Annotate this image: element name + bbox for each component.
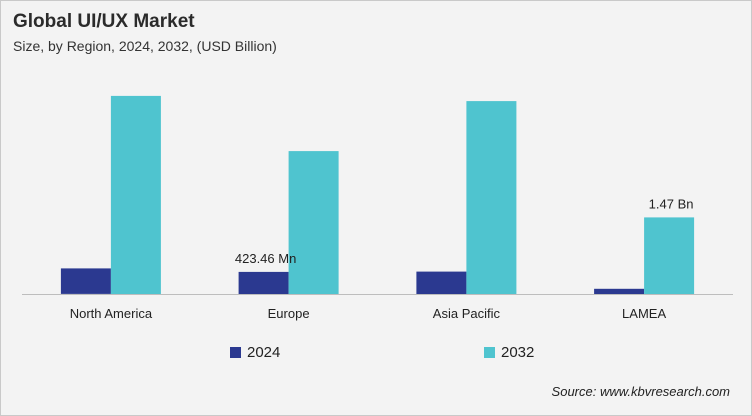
legend-label-2032: 2032 <box>501 344 535 361</box>
legend-item-2024: 2024 <box>230 344 280 361</box>
data-label-1-47-bn: 1.47 Bn <box>649 196 694 211</box>
legend-swatch-2024 <box>230 347 241 358</box>
chart-subtitle: Size, by Region, 2024, 2032, (USD Billio… <box>13 38 277 54</box>
x-tick-label-europe: Europe <box>268 306 310 321</box>
bar-2024-europe <box>238 271 289 294</box>
bar-2032-lamea <box>644 217 695 294</box>
x-tick-label-lamea: LAMEA <box>622 306 666 321</box>
bar-2024-north-america <box>60 268 111 294</box>
x-tick-label-north-america: North America <box>70 306 153 321</box>
bar-2032-europe <box>288 151 339 294</box>
bar-2024-lamea <box>594 288 645 294</box>
bar-2032-north-america <box>110 95 161 295</box>
source-note: Source: www.kbvresearch.com <box>551 384 730 399</box>
legend-swatch-2032 <box>484 347 495 358</box>
legend: 2024 2032 <box>0 344 752 366</box>
bar-2024-asia-pacific <box>416 271 467 294</box>
bars-group <box>60 95 695 295</box>
data-label-423-46-mn: 423.46 Mn <box>235 251 296 266</box>
x-tick-label-asia-pacific: Asia Pacific <box>433 306 501 321</box>
chart-title: Global UI/UX Market <box>13 11 195 32</box>
legend-label-2024: 2024 <box>247 344 281 361</box>
legend-item-2032: 2032 <box>484 344 534 361</box>
data-labels: 423.46 Mn 1.47 Bn <box>235 196 694 266</box>
bar-2032-asia-pacific <box>466 101 517 294</box>
x-tick-labels: North America Europe Asia Pacific LAMEA <box>70 306 667 321</box>
